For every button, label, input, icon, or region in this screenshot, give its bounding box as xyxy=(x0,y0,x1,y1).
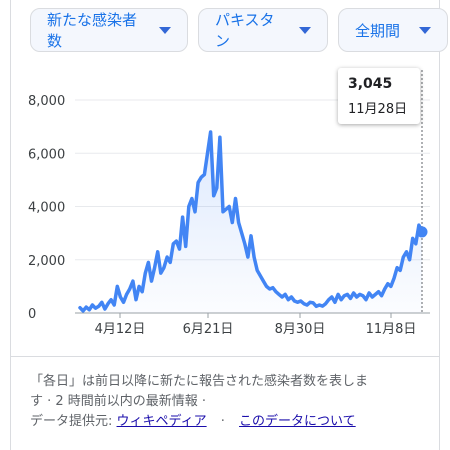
footnote-line-1: 「各日」は前日以降に新たに報告された感染者数を表しま xyxy=(30,374,369,389)
metric-filter-label: 新たな感染者数 xyxy=(47,11,138,50)
caret-down-icon xyxy=(419,26,431,34)
card-frame xyxy=(10,0,440,450)
cases-line-chart[interactable]: 0 2,000 4,000 6,000 8,000 4月12日 6月21日 8月30日 11月8… xyxy=(0,60,450,350)
range-filter-chip[interactable]: 全期間 xyxy=(338,8,448,52)
y-tick-label: 0 xyxy=(28,307,36,322)
chart-tooltip: 3,045 11月28日 xyxy=(338,68,420,124)
x-tick-label: 4月12日 xyxy=(95,322,146,337)
footnote-line-2: す · 2 時間前以内の最新情報 · xyxy=(30,394,207,409)
region-filter-chip[interactable]: パキスタン xyxy=(198,8,328,52)
wikipedia-link[interactable]: ウィキペディア xyxy=(116,414,207,429)
filter-chips: 新たな感染者数 パキスタン 全期間 xyxy=(30,8,450,54)
y-tick-label: 8,000 xyxy=(28,94,65,109)
about-data-link[interactable]: このデータについて xyxy=(239,414,356,429)
footnote-source-row: データ提供元: ウィキペディア · このデータについて xyxy=(30,412,435,432)
y-tick-label: 6,000 xyxy=(28,147,65,162)
metric-filter-chip[interactable]: 新たな感染者数 xyxy=(30,8,188,52)
x-tick-label: 8月30日 xyxy=(275,322,326,337)
data-point-marker xyxy=(416,226,428,238)
separator-dot: · xyxy=(220,414,225,429)
x-tick-label: 6月21日 xyxy=(183,322,234,337)
y-tick-label: 2,000 xyxy=(28,254,65,269)
tooltip-value: 3,045 xyxy=(348,76,393,92)
x-tick-label: 11月8日 xyxy=(366,322,417,337)
divider xyxy=(10,356,440,357)
tooltip-date: 11月28日 xyxy=(348,102,408,117)
caret-down-icon xyxy=(299,26,311,34)
footnote: 「各日」は前日以降に新たに報告された感染者数を表しま す · 2 時間前以内の最… xyxy=(30,372,435,432)
caret-down-icon xyxy=(159,26,171,34)
series-line xyxy=(78,130,424,313)
region-filter-label: パキスタン xyxy=(215,11,275,50)
range-filter-label: 全期間 xyxy=(355,21,401,40)
y-tick-label: 4,000 xyxy=(28,201,65,216)
source-label: データ提供元: xyxy=(30,414,113,429)
